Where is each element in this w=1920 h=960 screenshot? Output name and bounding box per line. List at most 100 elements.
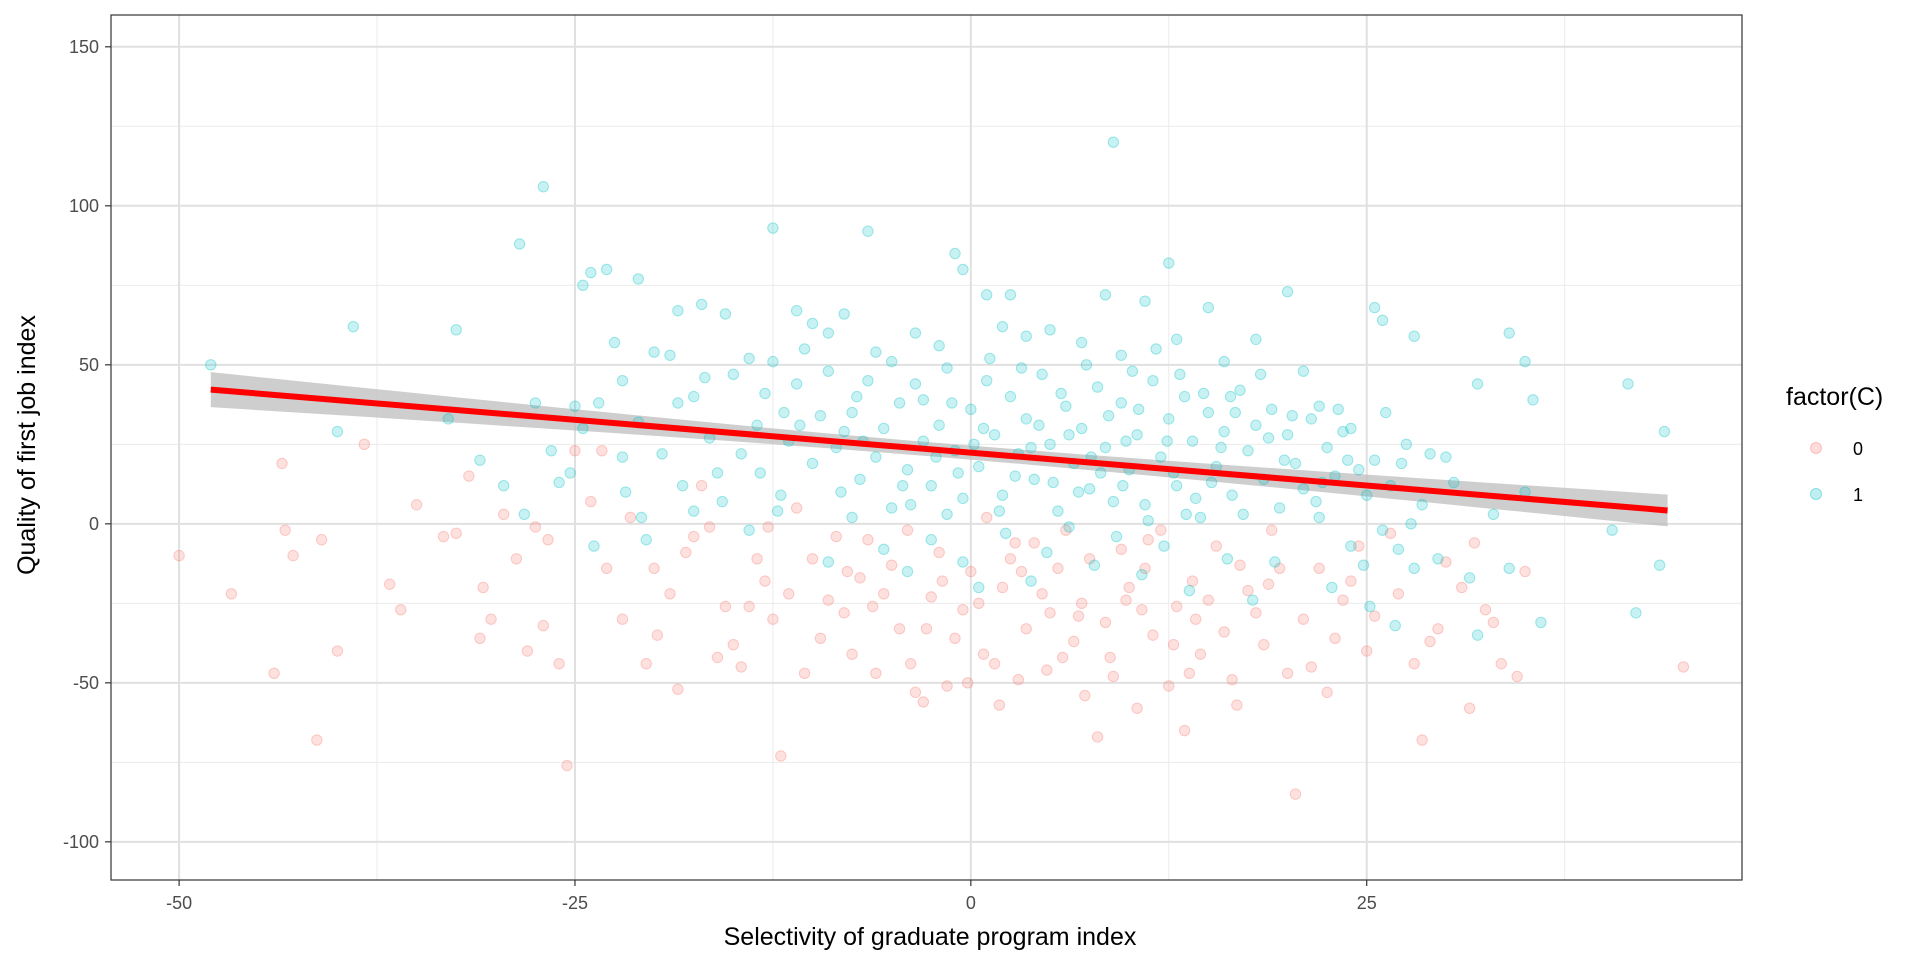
point-series-1 <box>1395 457 1408 470</box>
point-series-0 <box>485 613 497 625</box>
data-points <box>173 136 1690 800</box>
point-series-1 <box>1405 518 1417 530</box>
point-series-1 <box>933 419 945 431</box>
point-series-1 <box>1242 444 1254 457</box>
point-series-1 <box>640 534 652 546</box>
point-series-0 <box>1226 673 1238 686</box>
point-series-0 <box>173 549 185 562</box>
point-series-0 <box>783 588 795 600</box>
point-series-1 <box>1342 454 1354 466</box>
point-series-0 <box>331 645 344 657</box>
point-series-0 <box>862 534 874 546</box>
point-series-0 <box>1142 534 1154 546</box>
point-series-1 <box>996 320 1009 333</box>
point-series-1 <box>1416 499 1428 511</box>
point-series-1 <box>988 429 1001 441</box>
point-series-1 <box>1345 422 1357 435</box>
point-series-1 <box>870 346 882 358</box>
point-series-1 <box>1432 553 1444 565</box>
point-series-0 <box>1337 594 1349 606</box>
point-series-1 <box>1099 441 1112 454</box>
point-series-0 <box>1079 689 1091 702</box>
point-series-0 <box>1183 667 1196 679</box>
point-series-1 <box>775 489 787 501</box>
point-series-1 <box>941 362 953 374</box>
point-series-0 <box>1250 607 1262 619</box>
point-series-1 <box>933 340 945 352</box>
point-series-1 <box>1009 470 1021 482</box>
point-series-0 <box>1104 651 1116 664</box>
point-series-1 <box>980 375 993 387</box>
point-series-1 <box>1126 365 1139 377</box>
point-series-0 <box>1147 629 1159 641</box>
point-series-1 <box>1224 390 1237 403</box>
point-series-1 <box>1063 521 1075 533</box>
point-series-1 <box>513 238 526 250</box>
point-series-0 <box>870 667 882 679</box>
point-series-0 <box>961 677 974 689</box>
point-series-1 <box>1142 514 1154 527</box>
legend-key-0 <box>1810 442 1822 454</box>
y-tick-label: 50 <box>79 355 99 375</box>
point-series-0 <box>1408 658 1420 670</box>
point-series-0 <box>640 658 652 670</box>
point-series-0 <box>437 530 450 543</box>
point-series-1 <box>968 438 980 451</box>
point-series-0 <box>806 553 819 565</box>
point-series-0 <box>1468 537 1481 549</box>
point-series-1 <box>893 397 906 409</box>
panel-border <box>110 14 1743 881</box>
point-series-0 <box>648 562 660 575</box>
point-series-1 <box>1044 438 1056 451</box>
point-series-0 <box>1120 594 1132 606</box>
point-series-1 <box>1376 314 1389 326</box>
point-series-1 <box>838 425 850 438</box>
point-series-0 <box>1266 524 1278 536</box>
point-series-0 <box>1392 588 1405 600</box>
point-series-1 <box>1186 435 1199 447</box>
point-series-1 <box>941 508 953 520</box>
point-series-0 <box>1384 527 1397 540</box>
point-series-1 <box>1047 476 1059 489</box>
point-series-1 <box>794 419 806 431</box>
point-series-1 <box>904 499 917 511</box>
point-series-0 <box>1123 581 1135 594</box>
point-series-0 <box>542 534 554 546</box>
point-series-1 <box>862 225 874 237</box>
point-series-1 <box>1174 368 1186 381</box>
point-series-0 <box>1258 638 1270 651</box>
x-tick-label: -25 <box>562 893 588 913</box>
point-series-1 <box>878 422 890 435</box>
point-series-1 <box>767 222 779 234</box>
point-series-1 <box>901 464 914 476</box>
point-series-1 <box>822 365 835 377</box>
point-series-0 <box>727 638 740 651</box>
point-series-1 <box>450 324 462 336</box>
point-series-0 <box>762 521 774 533</box>
point-series-1 <box>1286 409 1298 422</box>
point-series-0 <box>1479 603 1492 616</box>
point-series-1 <box>205 359 217 371</box>
point-series-1 <box>1094 467 1107 479</box>
point-series-1 <box>632 273 645 285</box>
point-series-0 <box>775 750 787 762</box>
point-series-1 <box>1471 629 1484 641</box>
point-series-1 <box>1102 409 1115 422</box>
point-series-1 <box>635 511 648 524</box>
point-series-1 <box>1313 511 1325 524</box>
trend-line <box>210 386 1668 514</box>
point-series-1 <box>1139 499 1151 511</box>
point-series-1 <box>1297 365 1310 377</box>
point-series-1 <box>1630 607 1642 619</box>
point-series-0 <box>1361 645 1373 657</box>
point-series-1 <box>1161 435 1173 447</box>
point-series-1 <box>1131 429 1143 441</box>
point-series-0 <box>287 549 299 562</box>
point-series-1 <box>1218 425 1230 438</box>
point-series-0 <box>854 572 866 584</box>
point-series-1 <box>1205 476 1218 489</box>
point-series-0 <box>276 457 288 470</box>
point-series-1 <box>1653 559 1666 571</box>
point-series-1 <box>1063 429 1075 441</box>
point-series-1 <box>1226 489 1238 501</box>
